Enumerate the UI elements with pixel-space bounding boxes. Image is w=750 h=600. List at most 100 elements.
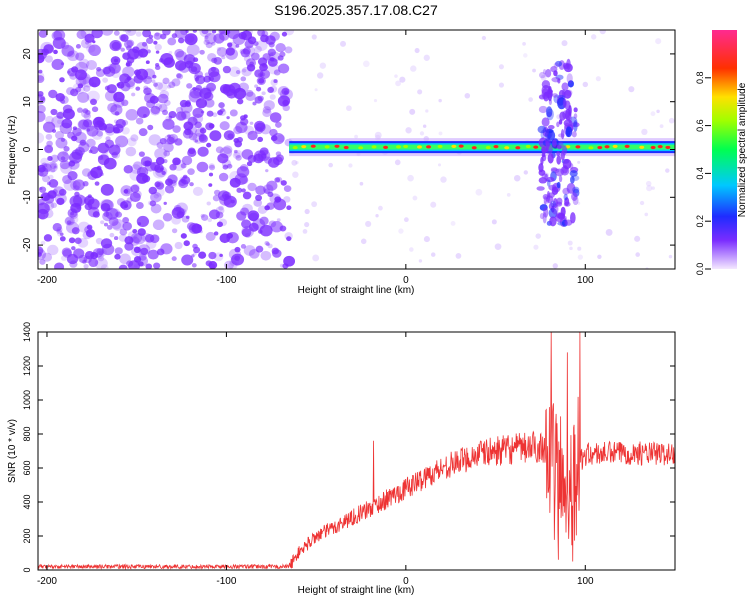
noise-blob [254,84,259,88]
noise-blob [186,44,200,56]
snr-x-label: Height of straight line (km) [298,585,415,596]
noise-blob [192,113,204,124]
noise-blob [114,253,121,260]
disturbance-blob [562,98,567,108]
noise-blob [47,156,53,162]
noise-blob [209,263,216,269]
noise-blob [204,32,217,45]
noise-blob [280,180,287,186]
noise-blob [39,259,46,265]
noise-blob [157,82,168,92]
noise-blob [199,87,212,100]
tone-peak [639,145,645,149]
tone-inner [289,144,675,150]
noise-blob [81,109,91,118]
noise-blob [71,227,80,235]
noise-blob [197,146,209,157]
noise-blob [100,220,105,225]
noise-blob [216,221,224,228]
noise-blob [46,181,51,186]
noise-blob [208,183,213,187]
noise-blob [238,31,247,40]
noise-blob [125,30,137,36]
noise-blob [199,49,205,55]
noise-blob [398,228,404,234]
noise-blob [259,73,264,78]
noise-blob [481,35,487,41]
spectrogram-y-label: Frequency (Hz) [7,116,18,185]
noise-blob [69,195,83,208]
noise-blob [252,101,257,106]
noise-blob [190,66,198,73]
noise-blob [56,111,65,119]
noise-blob [126,45,132,51]
noise-blob [181,155,193,166]
noise-blob [133,50,144,59]
disturbance-blob [560,129,565,140]
disturbance-blob [556,151,561,157]
noise-blob [114,247,123,255]
noise-blob [312,254,320,262]
noise-blob [94,116,104,126]
noise-blob [100,264,109,269]
noise-blob [119,228,128,236]
noise-blob [414,48,420,54]
noise-blob [86,224,93,230]
disturbance-blob [548,98,552,106]
noise-blob [208,76,215,82]
noise-blob [77,91,90,103]
disturbance-blob [556,197,563,205]
noise-blob [103,222,109,227]
noise-blob [597,254,602,260]
noise-blob [646,185,653,192]
noise-blob [111,152,118,158]
noise-blob [234,246,241,253]
noise-blob [403,217,409,223]
noise-blob [253,153,264,164]
noise-blob [409,108,416,115]
noise-blob [267,63,280,75]
noise-blob [450,220,456,226]
noise-blob [240,163,249,172]
noise-blob [133,233,146,245]
disturbance-blob [545,176,555,183]
snr-y-tick-label: 400 [22,494,32,509]
noise-blob [69,211,79,219]
snr-x-tick-label: 0 [403,576,409,587]
noise-blob [67,208,78,218]
disturbance-blob [553,62,560,68]
noise-blob [126,39,135,47]
disturbance-blob [569,170,578,177]
noise-blob [110,56,121,65]
noise-blob [39,186,47,193]
noise-blob [522,41,526,46]
noise-blob [639,200,645,206]
noise-blob [645,180,652,187]
spectrogram-x-label: Height of straight line (km) [298,285,415,296]
figure-title: S196.2025.357.17.08.C27 [274,2,438,18]
noise-blob [108,216,119,227]
noise-blob [222,164,229,170]
disturbance-blob [539,71,546,79]
noise-blob [205,231,216,241]
snr-y-tick-label: 1400 [22,322,32,342]
noise-blob [106,224,113,230]
noise-blob [177,37,185,44]
noise-blob [236,187,243,193]
noise-blob [412,195,418,201]
noise-blob [180,233,187,239]
noise-blob [71,149,83,160]
noise-blob [87,198,100,210]
tone-peak [437,144,443,149]
noise-blob [60,41,70,50]
noise-blob [125,109,139,121]
noise-blob [144,92,156,104]
noise-blob [111,151,121,159]
noise-blob [155,157,165,165]
disturbance-blob [541,88,549,100]
noise-blob [45,133,53,140]
noise-blob [605,228,613,236]
noise-blob [532,68,536,73]
noise-blob [38,71,45,82]
noise-blob [213,231,219,236]
